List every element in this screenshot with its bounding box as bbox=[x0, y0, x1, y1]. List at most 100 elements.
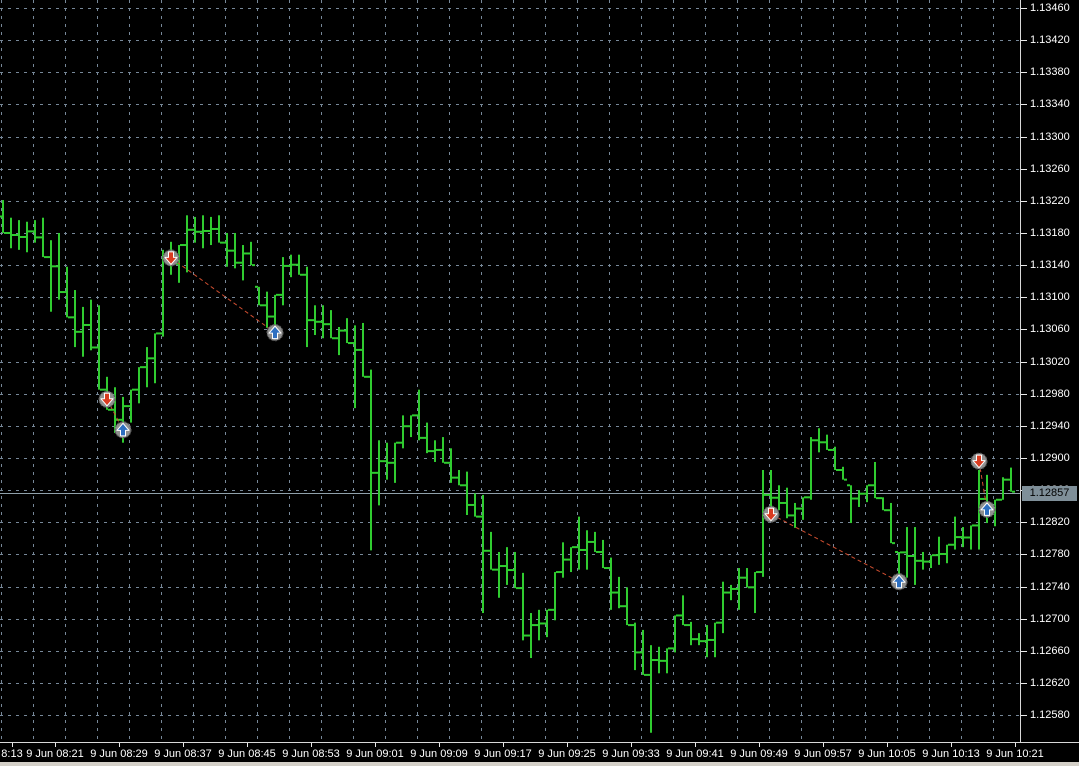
ohlc-bar bbox=[679, 595, 687, 627]
time-axis[interactable]: 8:13 9 Jun 08:21 9 Jun 08:29 9 Jun 08:37 9 J… bbox=[0, 742, 1079, 762]
time-axis-label: 9 Jun 08:45 bbox=[218, 748, 276, 760]
ohlc-bar bbox=[143, 347, 151, 388]
ohlc-bar bbox=[623, 587, 631, 627]
ohlc-bar bbox=[951, 516, 959, 550]
time-axis-label: 9 Jun 09:49 bbox=[730, 748, 788, 760]
ohlc-bar bbox=[671, 614, 679, 653]
ohlc-bar bbox=[431, 440, 439, 462]
ohlc-bar bbox=[855, 490, 863, 507]
ohlc-bar bbox=[511, 551, 519, 590]
trade-close-marker[interactable] bbox=[890, 573, 908, 591]
chart-plot-area[interactable] bbox=[0, 0, 1020, 742]
time-axis-label: 8:13 bbox=[1, 748, 23, 760]
ohlc-bar bbox=[71, 290, 79, 348]
price-axis-label: 1.12660 bbox=[1030, 645, 1070, 657]
ohlc-bar bbox=[575, 516, 583, 570]
time-axis-tick bbox=[55, 743, 56, 747]
price-axis-label: 1.13060 bbox=[1030, 323, 1070, 335]
ohlc-bar bbox=[559, 542, 567, 578]
ohlc-bar bbox=[375, 440, 383, 506]
price-axis-tick bbox=[1021, 233, 1027, 234]
trade-line[interactable] bbox=[770, 513, 900, 583]
ohlc-bar bbox=[999, 477, 1007, 501]
trade-close-marker[interactable] bbox=[114, 421, 132, 439]
ohlc-bar bbox=[39, 217, 47, 259]
price-axis-tick bbox=[1021, 683, 1027, 684]
ohlc-bar bbox=[95, 305, 103, 391]
ohlc-bar bbox=[367, 369, 375, 551]
ohlc-bar bbox=[63, 266, 71, 319]
ohlc-bar bbox=[599, 539, 607, 570]
time-axis-tick bbox=[695, 743, 696, 747]
ohlc-bar bbox=[759, 470, 767, 577]
time-axis-label: 9 Jun 09:01 bbox=[346, 748, 404, 760]
price-axis-label: 1.13420 bbox=[1030, 34, 1070, 46]
price-axis[interactable]: 1.12857 1.13460 1.13420 1.13380 1.13340 1.13… bbox=[1020, 0, 1079, 742]
time-axis-tick bbox=[951, 743, 952, 747]
price-axis-label: 1.12620 bbox=[1030, 677, 1070, 689]
ohlc-bar bbox=[223, 232, 231, 267]
ohlc-bar bbox=[135, 366, 143, 404]
price-axis-label: 1.12900 bbox=[1030, 452, 1070, 464]
ohlc-bar bbox=[479, 494, 487, 614]
price-axis-tick bbox=[1021, 201, 1027, 202]
ohlc-bar bbox=[959, 527, 967, 548]
ohlc-bar bbox=[583, 530, 591, 570]
ohlc-bar bbox=[719, 581, 727, 634]
ohlc-bar bbox=[695, 633, 703, 646]
time-axis-tick bbox=[183, 743, 184, 747]
price-axis-tick bbox=[1021, 394, 1027, 395]
price-axis-tick bbox=[1021, 137, 1027, 138]
ohlc-bar bbox=[23, 221, 31, 253]
ohlc-bar bbox=[751, 571, 759, 614]
price-axis-label: 1.12820 bbox=[1030, 516, 1070, 528]
ohlc-bar bbox=[391, 441, 399, 483]
trade-open-marker[interactable] bbox=[970, 452, 988, 470]
ohlc-bar bbox=[647, 645, 655, 733]
ohlc-bar bbox=[0, 200, 7, 234]
trade-open-marker[interactable] bbox=[762, 505, 780, 523]
ohlc-bar bbox=[967, 524, 975, 550]
ohlc-bar bbox=[799, 496, 807, 520]
trade-close-marker[interactable] bbox=[978, 500, 996, 518]
price-axis-tick bbox=[1021, 522, 1027, 523]
ohlc-bar bbox=[879, 497, 887, 512]
price-axis-tick bbox=[1021, 72, 1027, 73]
ohlc-bar bbox=[383, 442, 391, 480]
ohlc-bar bbox=[783, 487, 791, 519]
trade-line[interactable] bbox=[170, 257, 276, 334]
ohlc-bar bbox=[407, 414, 415, 438]
price-axis-label: 1.13020 bbox=[1030, 356, 1070, 368]
price-axis-tick bbox=[1021, 587, 1027, 588]
ohlc-bar bbox=[239, 245, 247, 281]
ohlc-bar bbox=[655, 646, 663, 674]
price-axis-label: 1.13300 bbox=[1030, 131, 1070, 143]
ohlc-bar bbox=[319, 305, 327, 339]
ohlc-bar bbox=[775, 485, 783, 511]
ohlc-bar bbox=[15, 220, 23, 250]
time-axis-label: 9 Jun 09:09 bbox=[410, 748, 468, 760]
ohlc-bar bbox=[127, 388, 135, 423]
ohlc-bar bbox=[735, 568, 743, 610]
time-axis-tick bbox=[567, 743, 568, 747]
ohlc-bar bbox=[911, 527, 919, 585]
trade-open-marker[interactable] bbox=[98, 390, 116, 408]
ohlc-bar bbox=[199, 215, 207, 249]
trade-close-marker[interactable] bbox=[266, 324, 284, 342]
time-axis-tick bbox=[12, 743, 13, 747]
time-axis-tick bbox=[503, 743, 504, 747]
ohlc-bar bbox=[311, 305, 319, 336]
price-axis-tick bbox=[1021, 265, 1027, 266]
ohlc-bar bbox=[903, 527, 911, 578]
ohlc-bar bbox=[255, 285, 263, 307]
ohlc-bar bbox=[863, 484, 871, 503]
trade-open-marker[interactable] bbox=[162, 249, 180, 267]
time-axis-label: 9 Jun 09:57 bbox=[794, 748, 852, 760]
ohlc-bar bbox=[327, 310, 335, 340]
time-axis-tick bbox=[631, 743, 632, 747]
price-axis-label: 1.13180 bbox=[1030, 227, 1070, 239]
time-axis-label: 9 Jun 09:41 bbox=[666, 748, 724, 760]
ohlc-bar bbox=[807, 437, 815, 500]
time-axis-tick bbox=[1015, 743, 1016, 747]
